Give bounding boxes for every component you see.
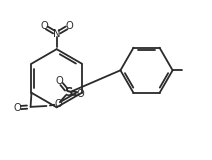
Text: O: O: [40, 21, 48, 31]
Text: O: O: [56, 76, 63, 86]
Text: S: S: [64, 86, 73, 99]
Text: N: N: [53, 29, 60, 39]
Text: O: O: [54, 99, 62, 109]
Text: O: O: [14, 103, 21, 113]
Text: O: O: [66, 21, 73, 31]
Text: O: O: [77, 89, 84, 99]
